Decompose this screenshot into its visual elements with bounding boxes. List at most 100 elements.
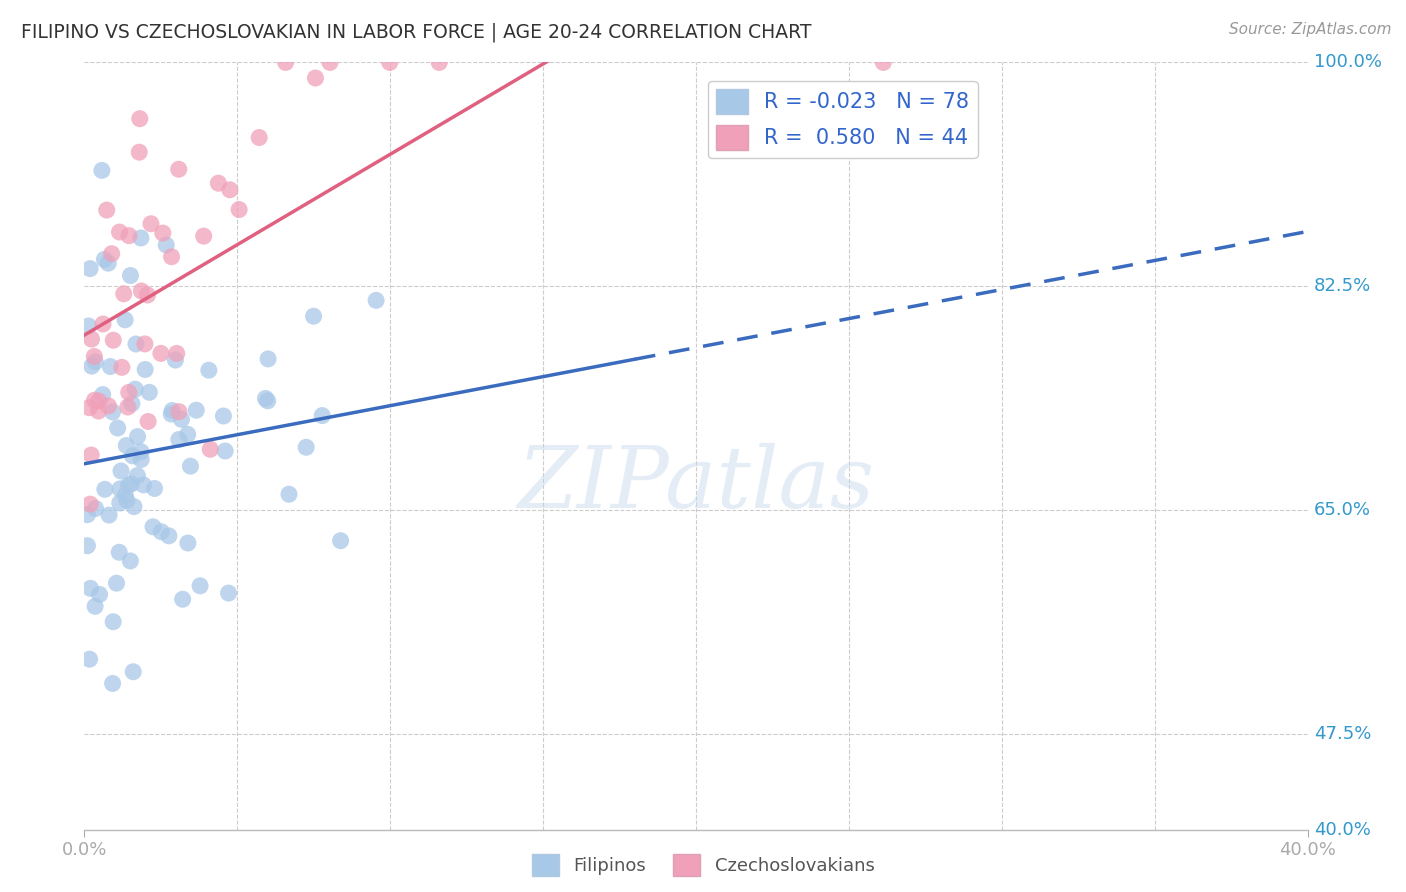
Point: [101, 405, 124, 419]
Point: [93, 252, 115, 267]
Point: [212, 409, 235, 423]
Point: [160, 407, 183, 421]
Point: [167, 405, 190, 419]
Point: [120, 554, 142, 568]
Point: [112, 286, 135, 301]
Point: [166, 346, 188, 360]
Point: [114, 489, 136, 503]
Point: [134, 362, 156, 376]
Point: [198, 363, 221, 377]
Point: [77, 401, 100, 415]
Point: [132, 478, 155, 492]
Point: [107, 421, 129, 435]
Point: [155, 238, 177, 252]
Point: [118, 228, 141, 243]
Point: [108, 225, 131, 239]
Point: [378, 55, 401, 70]
Point: [110, 464, 132, 478]
Point: [188, 579, 211, 593]
Point: [134, 337, 156, 351]
Point: [329, 533, 352, 548]
Point: [84, 355, 107, 369]
Point: [193, 229, 215, 244]
Point: [136, 414, 159, 428]
Legend: R = -0.023   N = 78, R =  0.580   N = 44: R = -0.023 N = 78, R = 0.580 N = 44: [709, 80, 977, 159]
Point: [80, 332, 103, 346]
Point: [427, 55, 450, 70]
Point: [366, 293, 388, 308]
Point: [295, 440, 318, 454]
Point: [87, 404, 110, 418]
Point: [218, 586, 240, 600]
Point: [136, 288, 159, 302]
Text: 65.0%: 65.0%: [1313, 501, 1371, 519]
Point: [80, 359, 103, 373]
Point: [98, 359, 121, 374]
Point: [115, 438, 138, 452]
Point: [167, 433, 190, 447]
Text: Source: ZipAtlas.com: Source: ZipAtlas.com: [1229, 22, 1392, 37]
Point: [274, 55, 297, 70]
Point: [89, 587, 111, 601]
Point: [160, 250, 183, 264]
Point: [79, 497, 101, 511]
Point: [90, 163, 112, 178]
Text: 40.0%: 40.0%: [1313, 821, 1371, 838]
Point: [311, 409, 333, 423]
Point: [142, 520, 165, 534]
Point: [105, 576, 128, 591]
Point: [122, 500, 145, 514]
Point: [278, 487, 301, 501]
Point: [139, 217, 162, 231]
Legend: Filipinos, Czechoslovakians: Filipinos, Czechoslovakians: [524, 847, 882, 883]
Point: [118, 385, 141, 400]
Point: [79, 261, 101, 276]
Point: [165, 353, 187, 368]
Point: [94, 483, 117, 497]
Point: [128, 145, 150, 160]
Point: [247, 130, 270, 145]
Point: [186, 403, 208, 417]
Point: [97, 256, 120, 270]
Point: [254, 392, 277, 406]
Point: [120, 268, 142, 283]
Point: [108, 482, 131, 496]
Point: [304, 70, 326, 85]
Point: [96, 203, 118, 218]
Point: [76, 539, 98, 553]
Point: [84, 501, 107, 516]
Point: [84, 599, 107, 614]
Point: [129, 444, 152, 458]
Point: [117, 400, 139, 414]
Point: [256, 393, 278, 408]
Point: [128, 112, 150, 126]
Point: [138, 385, 160, 400]
Point: [125, 337, 148, 351]
Point: [103, 333, 125, 347]
Point: [172, 592, 194, 607]
Point: [122, 665, 145, 679]
Point: [872, 55, 894, 70]
Point: [127, 468, 149, 483]
Point: [114, 313, 136, 327]
Point: [302, 310, 325, 324]
Text: 47.5%: 47.5%: [1313, 724, 1371, 743]
Point: [108, 496, 131, 510]
Point: [319, 55, 342, 70]
Text: ZIPatlas: ZIPatlas: [517, 443, 875, 525]
Point: [101, 615, 124, 629]
Text: FILIPINO VS CZECHOSLOVAKIAN IN LABOR FORCE | AGE 20-24 CORRELATION CHART: FILIPINO VS CZECHOSLOVAKIAN IN LABOR FOR…: [21, 22, 811, 42]
Point: [179, 459, 201, 474]
Point: [121, 449, 143, 463]
Point: [257, 351, 280, 366]
Point: [79, 652, 101, 666]
Point: [200, 442, 222, 457]
Point: [177, 536, 200, 550]
Point: [149, 346, 172, 360]
Point: [111, 360, 134, 375]
Point: [108, 545, 131, 559]
Point: [207, 176, 229, 190]
Point: [150, 524, 173, 539]
Point: [152, 226, 174, 240]
Text: 100.0%: 100.0%: [1313, 54, 1382, 71]
